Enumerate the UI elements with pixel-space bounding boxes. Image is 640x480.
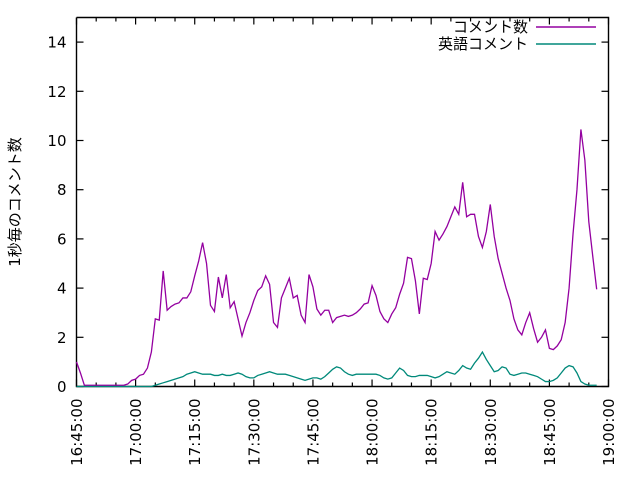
x-axis-ticks — [75, 17, 610, 387]
y-tick-label: 12 — [47, 83, 66, 101]
x-tick-label: 18:30:00 — [482, 399, 500, 466]
legend-label-english-comment: 英語コメント — [438, 35, 528, 53]
y-tick-label: 4 — [57, 280, 67, 298]
x-tick-label: 18:45:00 — [541, 399, 559, 466]
y-tick-label: 14 — [47, 34, 66, 52]
y-axis-title-text: 1秒毎のコメント数 — [6, 137, 24, 267]
legend-label-comment-count: コメント数 — [453, 18, 528, 36]
y-tick-label: 8 — [57, 181, 67, 199]
x-tick-label: 17:30:00 — [245, 399, 263, 466]
y-tick-label: 0 — [57, 378, 67, 396]
series-line-comment-count — [75, 129, 598, 386]
y-axis-title: 1秒毎のコメント数 — [6, 137, 24, 267]
y-tick-label: 10 — [47, 132, 66, 150]
x-axis-tick-labels: 16:45:00 17:00:00 17:15:00 17:30:00 17:45:00… — [68, 399, 618, 466]
x-tick-label: 19:00:00 — [600, 399, 618, 466]
y-tick-label: 2 — [57, 329, 67, 347]
x-tick-label: 16:45:00 — [68, 399, 86, 466]
x-tick-label: 18:15:00 — [423, 399, 441, 466]
x-tick-label: 17:45:00 — [304, 399, 322, 466]
x-tick-label: 18:00:00 — [364, 399, 382, 466]
x-tick-label: 17:15:00 — [186, 399, 204, 466]
series-line-english-comment — [76, 350, 597, 388]
y-tick-label: 6 — [57, 230, 67, 248]
plot-border — [75, 16, 610, 388]
plot-frame — [75, 16, 610, 388]
x-tick-label: 17:00:00 — [127, 399, 145, 466]
y-axis-ticks: 0 2 4 6 8 10 12 14 — [47, 34, 609, 396]
data-series-group — [75, 129, 598, 388]
